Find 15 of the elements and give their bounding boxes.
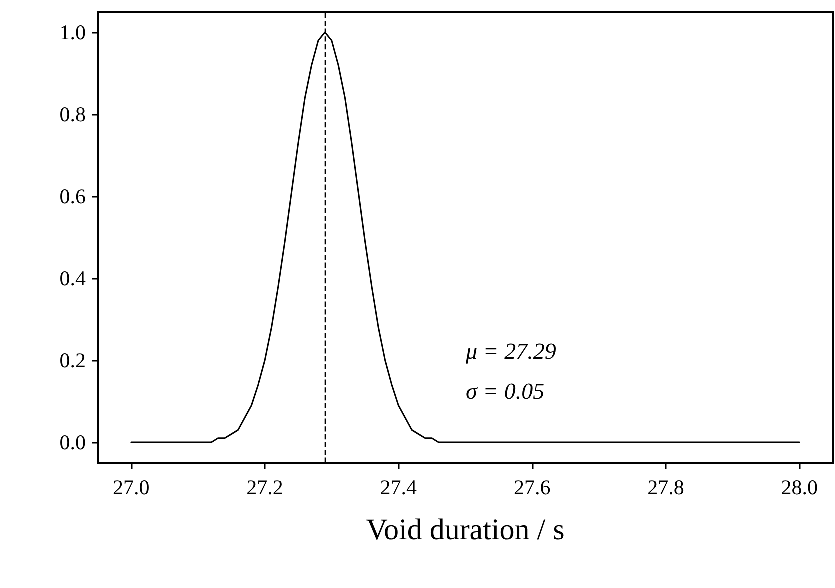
- x-tick-label: 27.4: [380, 476, 418, 500]
- annotation: σ = 0.05: [466, 379, 545, 404]
- x-tick-label: 28.0: [781, 476, 818, 500]
- annotation: μ = 27.29: [465, 339, 557, 364]
- y-tick-label: 0.0: [60, 430, 86, 454]
- y-tick-label: 0.4: [60, 266, 86, 290]
- x-tick-label: 27.0: [113, 476, 150, 500]
- y-tick-label: 0.6: [60, 184, 86, 208]
- y-tick-label: 0.8: [60, 102, 86, 126]
- y-tick-label: 1.0: [60, 20, 86, 44]
- x-tick-label: 27.8: [648, 476, 684, 500]
- x-axis-title: Void duration / s: [366, 514, 565, 546]
- y-tick-label: 0.2: [60, 348, 86, 372]
- x-tick-label: 27.2: [246, 476, 284, 500]
- x-tick-label: 27.6: [514, 476, 551, 500]
